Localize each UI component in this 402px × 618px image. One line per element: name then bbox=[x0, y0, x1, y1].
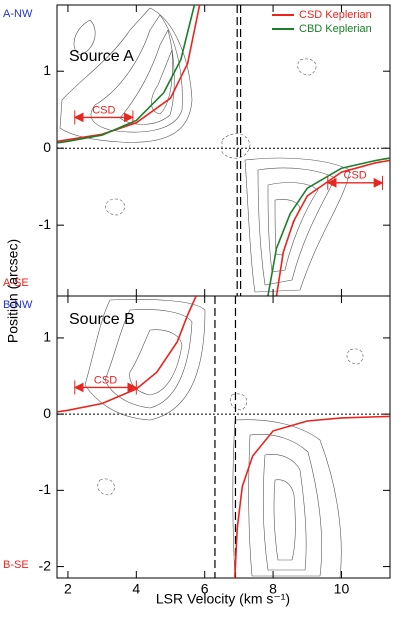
x-axis-label: LSR Velocity (km s⁻¹) bbox=[156, 591, 290, 607]
keplerian-curve bbox=[57, 5, 390, 296]
direction-label: B-SE bbox=[3, 559, 29, 571]
legend-label: CSD Keplerian bbox=[299, 9, 372, 21]
y-tick-label: -1 bbox=[39, 216, 52, 232]
source-label: Source B bbox=[69, 311, 135, 328]
y-tick-label: -2 bbox=[39, 557, 52, 573]
y-tick-label: 1 bbox=[43, 62, 51, 78]
plot-frame bbox=[56, 295, 391, 579]
x-tick-label: 6 bbox=[201, 581, 209, 597]
csd-label: CSD bbox=[92, 104, 115, 116]
y-tick-label: 0 bbox=[43, 139, 51, 155]
x-tick-label: 4 bbox=[132, 581, 140, 597]
x-tick-label: 10 bbox=[334, 581, 350, 597]
csd-label: CSD bbox=[344, 170, 367, 182]
y-tick-label: -1 bbox=[39, 481, 52, 497]
direction-label: B-NW bbox=[3, 299, 33, 311]
plots: Position (arcsec) LSR Velocity (km s⁻¹) -1… bbox=[3, 4, 391, 607]
x-tick-label: 8 bbox=[269, 581, 277, 597]
x-tick-label: 2 bbox=[64, 581, 72, 597]
keplerian-curve bbox=[57, 5, 390, 296]
y-tick-label: 1 bbox=[43, 329, 51, 345]
contours bbox=[59, 7, 364, 578]
direction-label: A-NW bbox=[3, 8, 33, 20]
source-label: Source A bbox=[69, 48, 134, 65]
y-axis-label: Position (arcsec) bbox=[5, 239, 21, 343]
y-tick-label: 0 bbox=[43, 405, 51, 421]
keplerian-curve bbox=[57, 296, 390, 578]
direction-label: A-SE bbox=[3, 277, 29, 289]
legend-label: CBD Keplerian bbox=[299, 23, 372, 35]
csd-label: CSD bbox=[94, 374, 117, 386]
